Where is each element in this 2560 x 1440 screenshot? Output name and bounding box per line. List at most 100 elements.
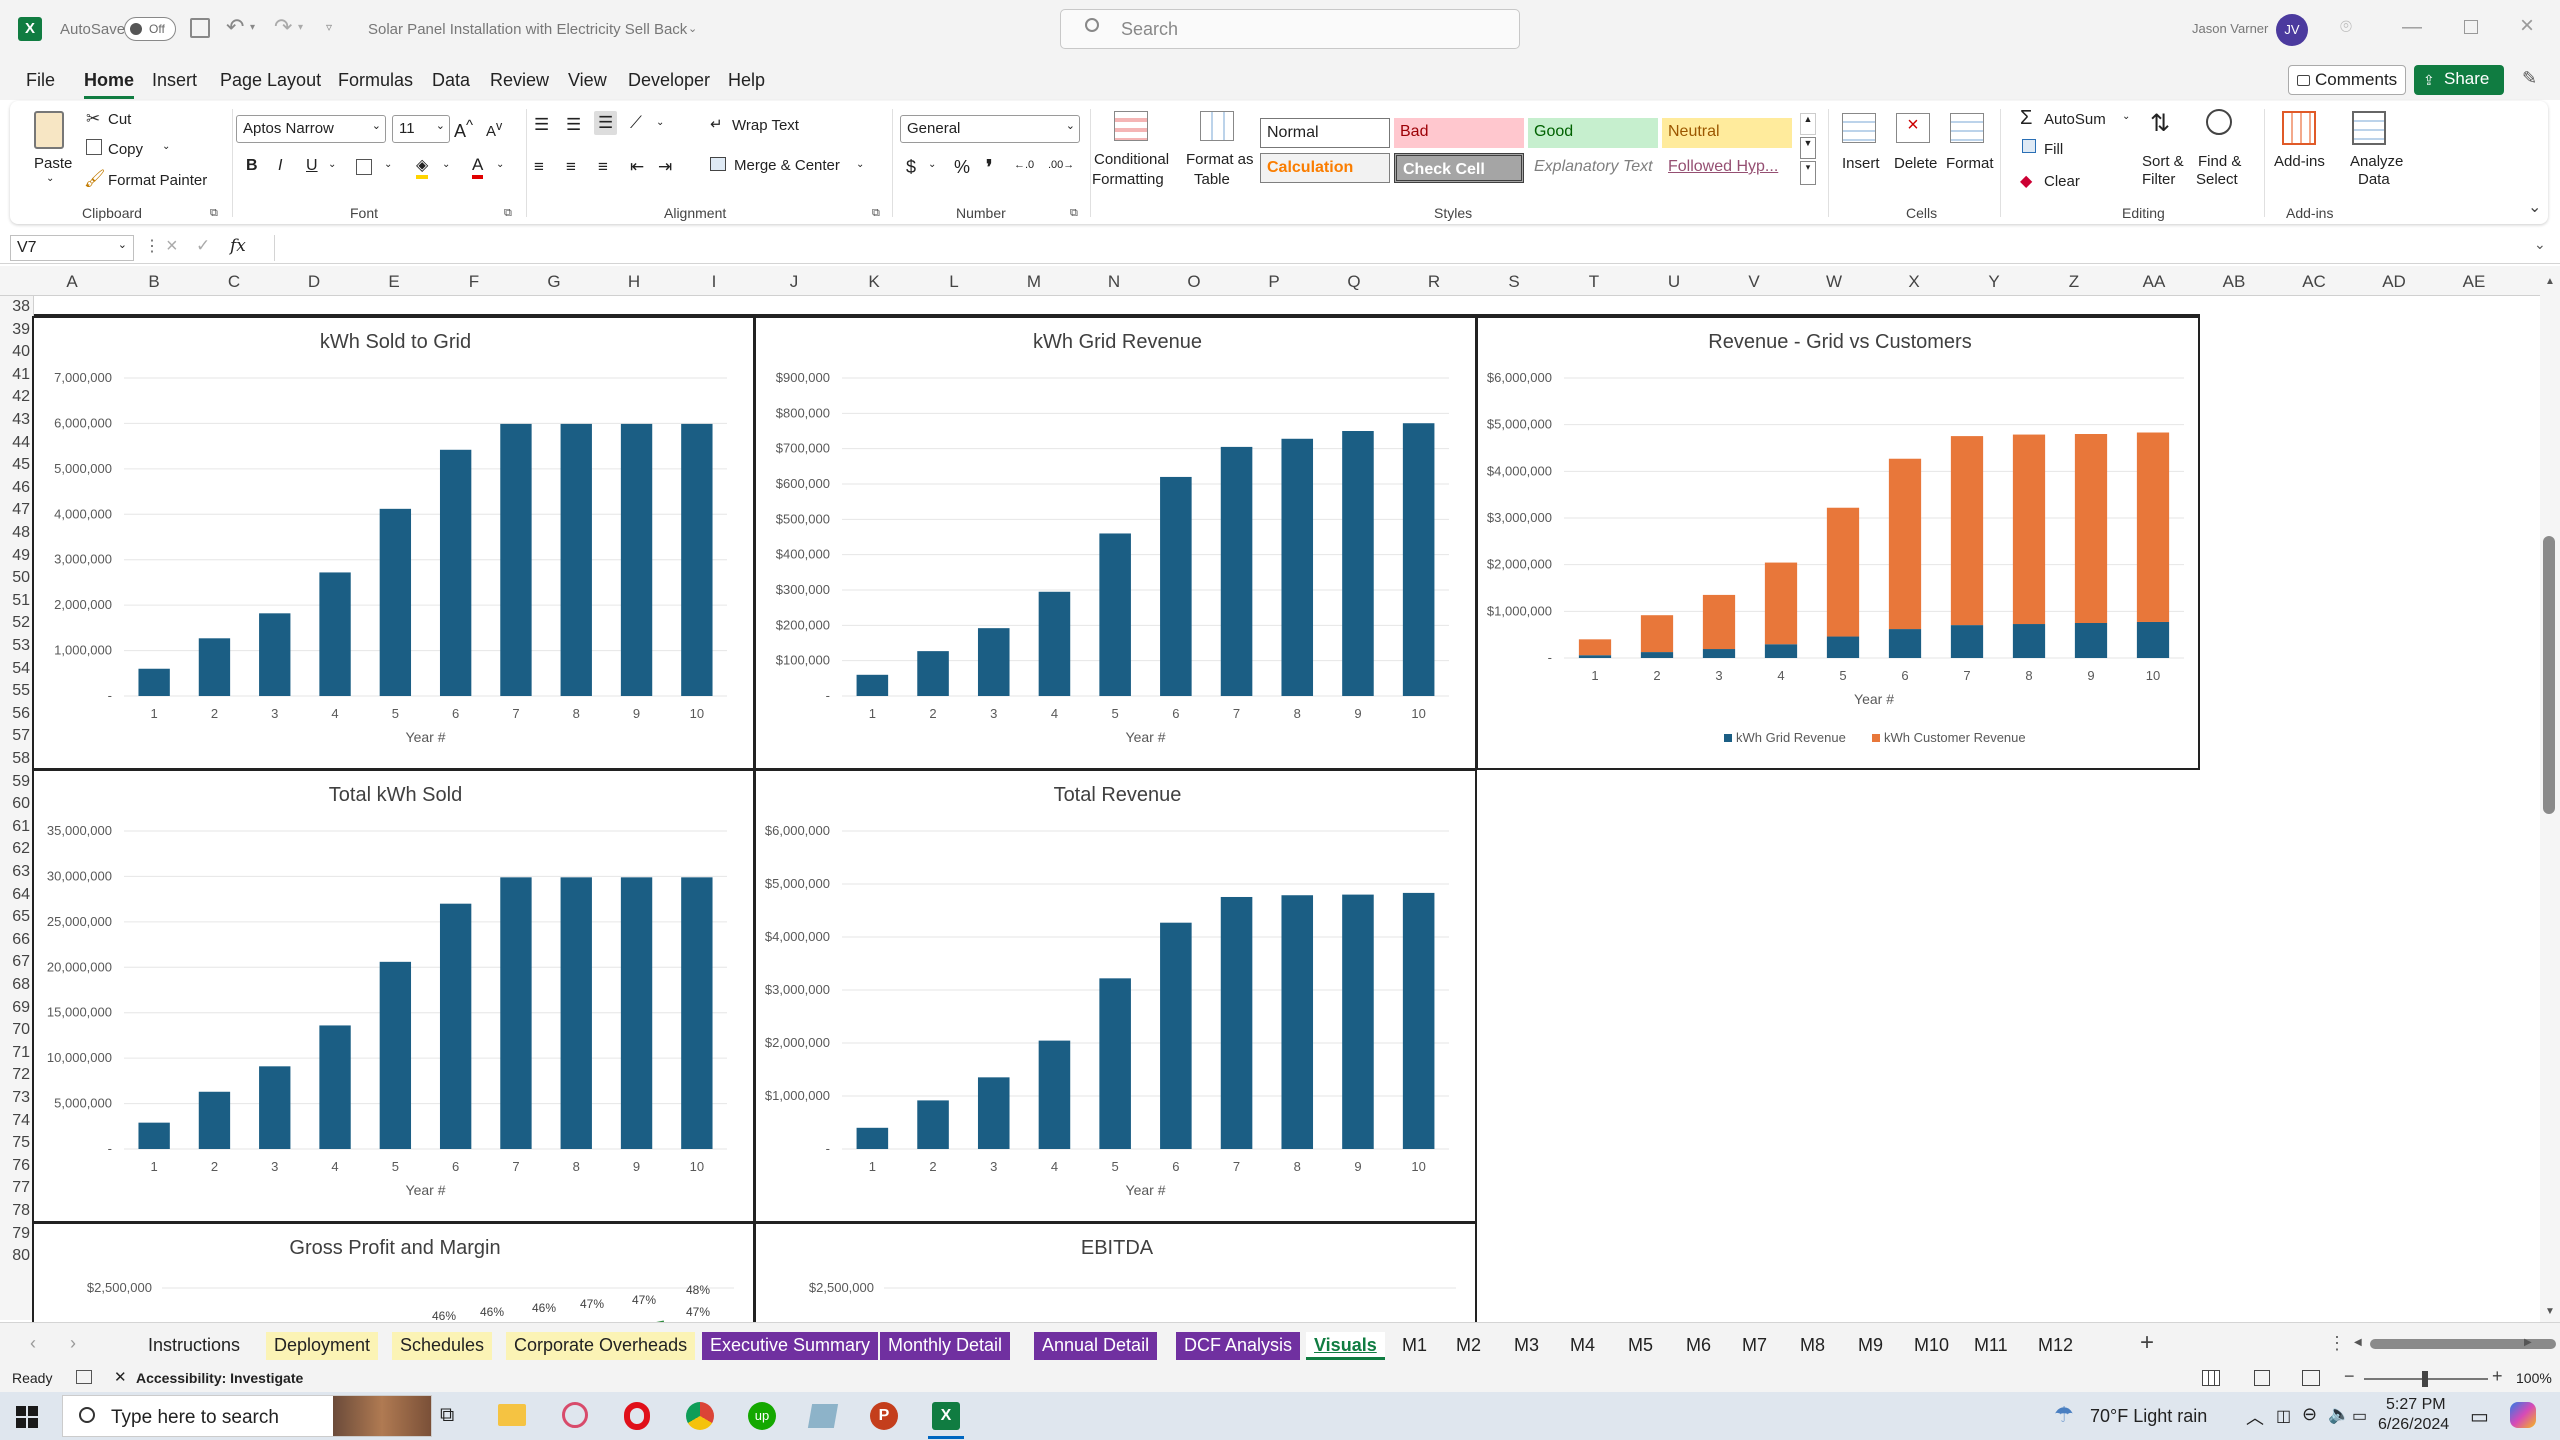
number-format-select[interactable]: General ⌄ [900, 115, 1080, 143]
sheet-tab-monthly-detail[interactable]: Monthly Detail [880, 1332, 1011, 1360]
format-as-table-icon[interactable] [1200, 111, 1234, 141]
network-icon[interactable]: ⊖ [2302, 1404, 2318, 1424]
menu-insert[interactable]: Insert [152, 70, 198, 90]
paste-icon[interactable] [34, 111, 64, 149]
copy-dropdown-icon[interactable]: ⌄ [162, 141, 171, 152]
row-header-43[interactable]: 43 [12, 411, 30, 428]
menu-developer[interactable]: Developer [628, 70, 711, 90]
sheet-tab-m1[interactable]: M1 [1402, 1335, 1428, 1355]
orientation-dropdown-icon[interactable]: ⌄ [656, 117, 665, 128]
sheet-tab-executive-summary[interactable]: Executive Summary [702, 1332, 879, 1360]
style-good[interactable]: Good [1528, 118, 1658, 148]
analyze-data-label-2[interactable]: Data [2358, 171, 2390, 188]
row-header-42[interactable]: 42 [12, 388, 30, 406]
formula-bar-more-icon[interactable]: ⋮ [144, 238, 160, 255]
decrease-decimal-icon[interactable]: .00→ [1048, 159, 1075, 171]
sheet-tab-visuals[interactable]: Visuals [1306, 1332, 1385, 1360]
increase-decimal-icon[interactable]: ←.0 [1014, 159, 1035, 171]
collapse-ribbon-icon[interactable]: ⌄ [2528, 199, 2542, 216]
row-header-68[interactable]: 68 [12, 976, 30, 993]
underline-dropdown-icon[interactable]: ⌄ [328, 159, 337, 170]
column-header-X[interactable]: X [1908, 272, 1920, 291]
column-header-AE[interactable]: AE [2462, 272, 2486, 291]
copy-icon[interactable] [86, 139, 102, 155]
sheet-tab-m12[interactable]: M12 [2038, 1335, 2074, 1355]
sheet-tab-dcf-analysis[interactable]: DCF Analysis [1176, 1332, 1301, 1360]
format-painter-icon[interactable]: 🖌 [84, 169, 106, 188]
align-left-icon[interactable]: ≡ [534, 157, 544, 176]
add-sheet-icon[interactable]: + [2140, 1329, 2155, 1356]
style-calculation[interactable]: Calculation [1260, 153, 1390, 183]
excel-taskbar-icon[interactable]: X [932, 1402, 960, 1430]
zoom-slider-thumb[interactable] [2422, 1371, 2428, 1387]
borders-dropdown-icon[interactable]: ⌄ [384, 159, 393, 170]
row-header-50[interactable]: 50 [12, 569, 30, 587]
currency-dropdown-icon[interactable]: ⌄ [928, 159, 937, 170]
styles-scroll-down-icon[interactable]: ▼ [1800, 137, 1816, 159]
align-top-icon[interactable]: ☰ [534, 115, 550, 134]
row-header-52[interactable]: 52 [12, 614, 30, 632]
normal-view-icon[interactable] [2202, 1370, 2220, 1386]
tray-chevron-icon[interactable]: ︿ [2246, 1408, 2264, 1428]
row-header-80[interactable]: 80 [12, 1247, 30, 1265]
row-header-57[interactable]: 57 [12, 727, 30, 745]
row-header-53[interactable]: 53 [12, 637, 30, 654]
row-header-66[interactable]: 66 [12, 930, 30, 948]
sheet-tab-m8[interactable]: M8 [1800, 1335, 1826, 1355]
save-icon[interactable] [190, 18, 210, 38]
row-header-59[interactable]: 59 [12, 772, 30, 790]
row-header-45[interactable]: 45 [12, 456, 30, 474]
row-header-67[interactable]: 67 [12, 953, 30, 971]
sheet-tab-instructions[interactable]: Instructions [148, 1335, 241, 1355]
column-header-P[interactable]: P [1268, 272, 1280, 291]
user-name[interactable]: Jason Varner [2192, 21, 2269, 36]
formula-input[interactable] [274, 235, 2532, 261]
merge-center-icon[interactable] [710, 157, 726, 171]
row-header-64[interactable]: 64 [12, 885, 30, 903]
zoom-in-icon[interactable]: + [2492, 1366, 2503, 1386]
page-break-view-icon[interactable] [2302, 1370, 2320, 1386]
row-header-58[interactable]: 58 [12, 750, 30, 767]
insert-cells-icon[interactable] [1842, 113, 1876, 143]
font-color-dropdown-icon[interactable]: ⌄ [496, 159, 505, 170]
sheet-tab-m3[interactable]: M3 [1514, 1335, 1540, 1355]
insert-cells-button[interactable]: Insert [1842, 155, 1880, 172]
task-view-icon[interactable]: ⧉ [440, 1404, 455, 1426]
sort-filter-label-1[interactable]: Sort & [2142, 153, 2184, 170]
styles-more-icon[interactable]: ▾ [1800, 161, 1816, 185]
wrap-text-icon[interactable]: ↵ [710, 116, 723, 133]
zoom-level[interactable]: 100% [2516, 1370, 2552, 1386]
snipping-tool-icon[interactable] [562, 1402, 588, 1428]
row-header-39[interactable]: 39 [12, 320, 30, 338]
menu-page-layout[interactable]: Page Layout [220, 70, 322, 90]
delete-cells-icon[interactable]: × [1896, 113, 1930, 143]
format-painter-button[interactable]: Format Painter [108, 172, 208, 189]
close-icon[interactable]: × [2520, 12, 2535, 39]
decrease-indent-icon[interactable]: ⇤ [630, 157, 645, 176]
clock-date[interactable]: 6/26/2024 [2378, 1416, 2450, 1433]
column-header-N[interactable]: N [1107, 272, 1121, 291]
alignment-launcher-icon[interactable]: ⧉ [872, 207, 880, 219]
autosum-icon[interactable]: Σ [2020, 107, 2033, 129]
conditional-formatting-label-2[interactable]: Formatting [1092, 171, 1164, 188]
weather-text[interactable]: 70°F Light rain [2090, 1406, 2208, 1426]
clear-button[interactable]: Clear [2044, 173, 2080, 190]
sheet-tab-m11[interactable]: M11 [1974, 1335, 2008, 1355]
orientation-icon[interactable]: ⟋ [630, 113, 642, 132]
column-header-J[interactable]: J [789, 272, 799, 291]
style-explanatory[interactable]: Explanatory Text [1534, 158, 1653, 175]
column-header-D[interactable]: D [307, 272, 321, 291]
row-header-79[interactable]: 79 [12, 1224, 30, 1242]
fill-color-dropdown-icon[interactable]: ⌄ [442, 159, 451, 170]
zoom-slider[interactable] [2364, 1371, 2488, 1387]
name-box[interactable]: V7 ⌄ [10, 235, 134, 261]
tab-scroll-right-icon[interactable]: › [70, 1333, 76, 1353]
volume-icon[interactable]: 🔈 [2328, 1404, 2351, 1424]
column-header-U[interactable]: U [1667, 272, 1681, 291]
sheet-tab-m6[interactable]: M6 [1686, 1335, 1712, 1355]
redo-dropdown-icon[interactable]: ▾ [298, 22, 304, 33]
column-header-V[interactable]: V [1748, 272, 1760, 291]
column-header-C[interactable]: C [227, 272, 241, 291]
avatar[interactable]: JV [2276, 14, 2308, 46]
currency-icon[interactable]: $ [906, 157, 917, 177]
